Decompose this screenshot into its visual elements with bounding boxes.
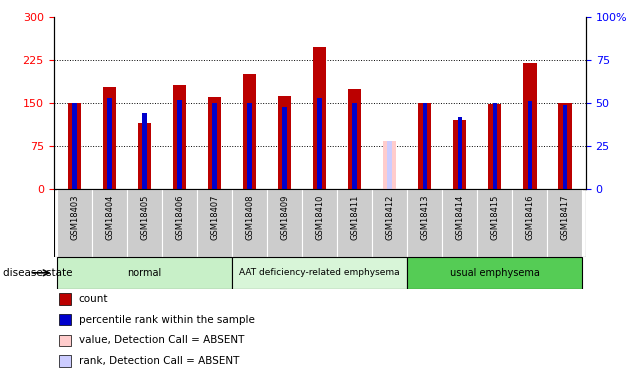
Bar [59,355,71,367]
Text: GSM18417: GSM18417 [561,195,570,240]
Text: GSM18411: GSM18411 [350,195,359,240]
Text: GSM18403: GSM18403 [70,195,79,240]
Bar [348,89,362,189]
Text: count: count [79,294,108,304]
Bar [232,257,407,289]
Text: GSM18407: GSM18407 [210,195,219,240]
Bar [59,293,71,305]
Bar [478,189,512,257]
Text: value, Detection Call = ABSENT: value, Detection Call = ABSENT [79,335,244,345]
Bar [68,103,81,189]
Bar [352,103,357,189]
Text: AAT deficiency-related emphysema: AAT deficiency-related emphysema [239,268,400,278]
Bar [442,189,478,257]
Bar [248,103,252,189]
Bar [527,101,532,189]
Bar [212,103,217,189]
Text: usual emphysema: usual emphysema [450,268,540,278]
Bar [523,63,537,189]
Bar [387,141,392,189]
Bar [57,189,92,257]
Bar [267,189,302,257]
Bar [563,105,567,189]
Bar [72,103,77,189]
Bar [512,189,547,257]
Bar [488,104,501,189]
Bar [107,98,112,189]
Bar [337,189,372,257]
Bar [103,87,117,189]
Bar [59,314,71,326]
Bar [493,103,497,189]
Bar [457,117,462,189]
Text: GSM18406: GSM18406 [175,195,184,240]
Text: percentile rank within the sample: percentile rank within the sample [79,315,255,325]
Bar [558,103,571,189]
Text: GSM18415: GSM18415 [490,195,500,240]
Text: rank, Detection Call = ABSENT: rank, Detection Call = ABSENT [79,356,239,366]
Bar [318,98,322,189]
Bar [313,47,326,189]
Text: disease state: disease state [3,268,72,278]
Bar [232,189,267,257]
Text: GSM18408: GSM18408 [245,195,254,240]
Bar [453,120,466,189]
Bar [278,96,291,189]
Bar [127,189,162,257]
Bar [547,189,582,257]
Bar [407,189,442,257]
Text: GSM18414: GSM18414 [455,195,464,240]
Bar [173,85,186,189]
Bar [243,74,256,189]
Bar [302,189,337,257]
Text: GSM18410: GSM18410 [315,195,324,240]
Bar [282,106,287,189]
Bar [208,98,221,189]
Bar [423,103,427,189]
Bar [197,189,232,257]
Bar [418,103,432,189]
Text: GSM18413: GSM18413 [420,195,429,240]
Text: normal: normal [127,268,162,278]
Bar [383,141,396,189]
Text: GSM18409: GSM18409 [280,195,289,240]
Bar [372,189,407,257]
Bar [178,100,182,189]
Bar [57,257,232,289]
Text: GSM18416: GSM18416 [525,195,534,240]
Text: GSM18412: GSM18412 [386,195,394,240]
Bar [92,189,127,257]
Bar [142,114,147,189]
Bar [138,123,151,189]
Text: GSM18404: GSM18404 [105,195,114,240]
Bar [407,257,582,289]
Text: GSM18405: GSM18405 [140,195,149,240]
Bar [162,189,197,257]
Bar [59,334,71,346]
